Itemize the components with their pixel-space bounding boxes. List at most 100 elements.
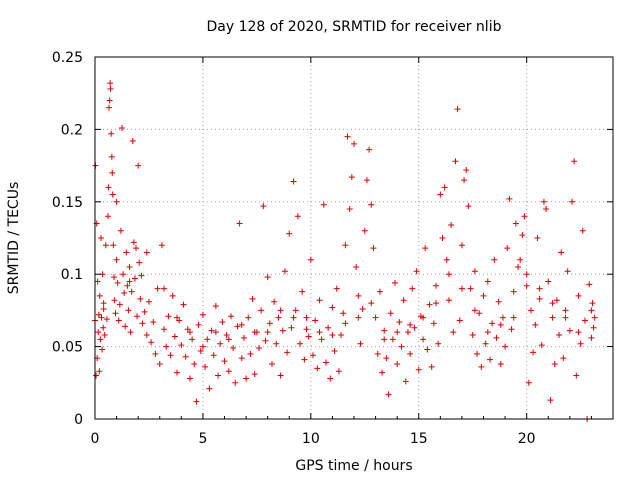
- data-point: [284, 349, 291, 356]
- x-tick-label: 15: [410, 431, 428, 447]
- data-point: [515, 263, 522, 270]
- data-point: [465, 203, 472, 210]
- data-point: [540, 198, 547, 205]
- data-point: [523, 271, 530, 278]
- y-tick-label: 0.25: [52, 50, 83, 66]
- data-point: [454, 106, 461, 113]
- data-point: [489, 320, 496, 327]
- data-point: [277, 372, 284, 379]
- data-point: [143, 249, 150, 256]
- data-point: [99, 346, 106, 353]
- y-tick-label: 0.05: [52, 340, 83, 356]
- data-point: [171, 333, 178, 340]
- data-point: [245, 314, 252, 321]
- data-point: [189, 336, 196, 343]
- data-point: [225, 336, 232, 343]
- data-point: [96, 368, 103, 375]
- data-point: [562, 314, 569, 321]
- data-point: [152, 350, 159, 357]
- data-point: [264, 274, 271, 281]
- data-point: [161, 326, 168, 333]
- data-point: [113, 198, 120, 205]
- data-point: [236, 220, 243, 227]
- data-point: [368, 201, 375, 208]
- data-point: [286, 230, 293, 237]
- data-point: [150, 318, 157, 325]
- data-point: [478, 363, 485, 370]
- data-point: [435, 340, 442, 347]
- data-point: [243, 375, 250, 382]
- data-point: [138, 272, 145, 279]
- data-point: [586, 281, 593, 288]
- data-point: [353, 263, 360, 270]
- data-point: [106, 104, 113, 111]
- data-point: [590, 324, 597, 331]
- y-axis-label: SRMTID / TECUs: [6, 182, 22, 295]
- x-tick-label: 5: [198, 431, 207, 447]
- data-point: [314, 365, 321, 372]
- data-point: [223, 332, 230, 339]
- data-point: [519, 232, 526, 239]
- data-point: [558, 249, 565, 256]
- data-point: [545, 278, 552, 285]
- data-point: [249, 295, 256, 302]
- data-point: [368, 300, 375, 307]
- x-axis-label: GPS time / hours: [295, 458, 412, 474]
- data-point: [98, 314, 105, 321]
- data-point: [398, 343, 405, 350]
- data-point: [318, 336, 325, 343]
- data-point: [163, 343, 170, 350]
- data-point: [387, 310, 394, 317]
- data-point: [186, 375, 193, 382]
- data-point: [256, 345, 263, 352]
- data-point: [95, 311, 102, 318]
- data-point: [329, 332, 336, 339]
- data-point: [491, 256, 498, 263]
- data-point: [275, 314, 282, 321]
- data-point: [508, 326, 515, 333]
- data-point: [110, 242, 117, 249]
- data-point: [433, 300, 440, 307]
- data-point: [225, 368, 232, 375]
- data-point: [121, 290, 128, 297]
- data-point: [338, 332, 345, 339]
- data-point: [551, 360, 558, 367]
- data-point: [114, 279, 121, 286]
- data-point: [588, 334, 595, 341]
- data-point: [303, 314, 310, 321]
- data-point: [193, 398, 200, 405]
- data-point: [161, 285, 168, 292]
- data-point: [139, 320, 146, 327]
- data-point: [463, 166, 470, 173]
- data-point: [247, 350, 254, 357]
- data-point: [484, 329, 491, 336]
- data-point: [258, 307, 265, 314]
- data-point: [588, 307, 595, 314]
- data-point: [120, 271, 127, 278]
- data-point: [422, 245, 429, 252]
- data-point: [212, 303, 219, 310]
- data-point: [108, 153, 115, 160]
- data-point: [107, 85, 114, 92]
- data-point: [290, 178, 297, 185]
- data-point: [527, 307, 534, 314]
- data-point: [303, 326, 310, 333]
- data-point: [420, 314, 427, 321]
- data-point: [562, 307, 569, 314]
- data-point: [167, 352, 174, 359]
- data-point: [125, 307, 132, 314]
- data-point: [504, 245, 511, 252]
- data-point: [536, 285, 543, 292]
- data-point: [100, 305, 107, 312]
- data-point: [292, 307, 299, 314]
- data-point: [116, 301, 123, 308]
- y-tick-label: 0.2: [61, 122, 83, 138]
- data-point: [461, 177, 468, 184]
- data-point: [294, 213, 301, 220]
- data-point: [316, 297, 323, 304]
- data-point: [111, 297, 118, 304]
- data-point: [271, 298, 278, 305]
- data-point: [234, 323, 241, 330]
- data-point: [197, 347, 204, 354]
